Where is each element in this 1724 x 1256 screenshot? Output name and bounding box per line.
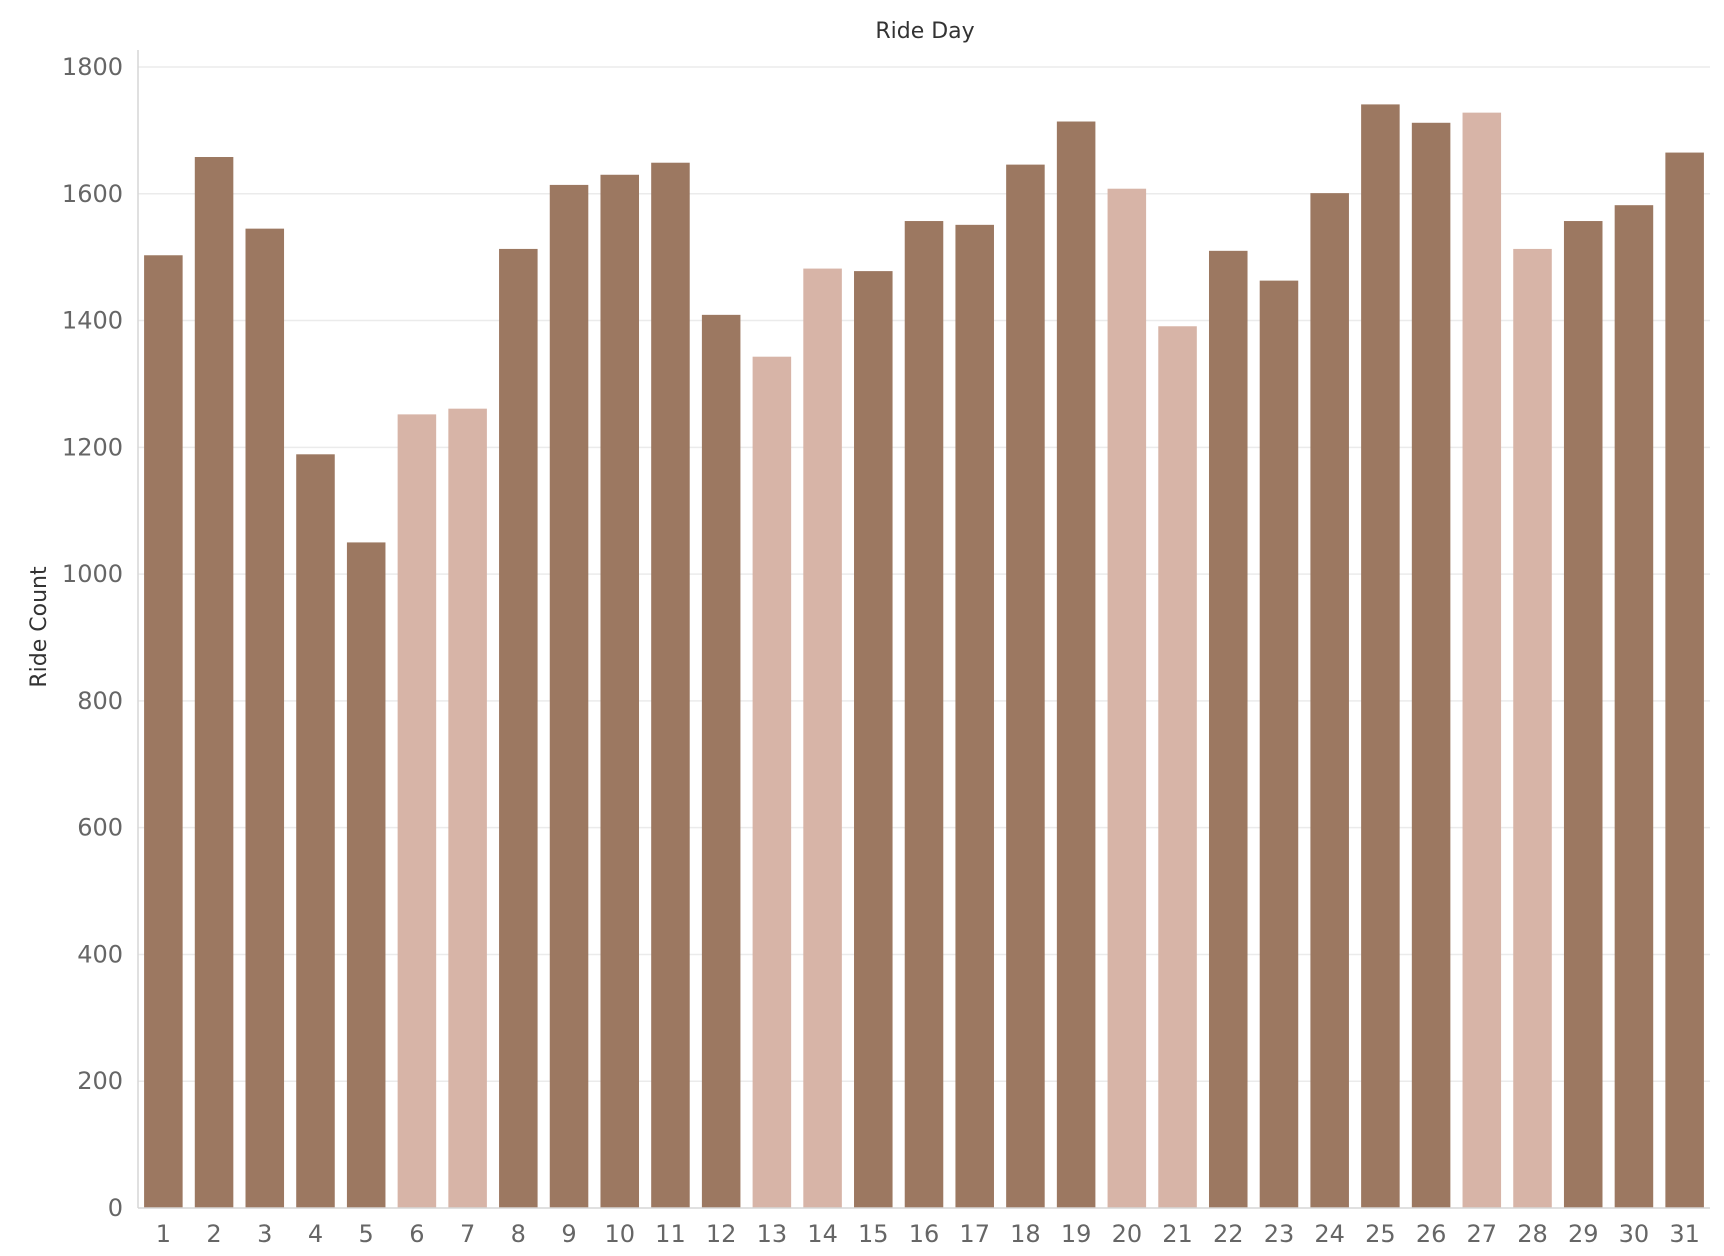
x-tick-label: 6 (409, 1220, 424, 1248)
x-tick-label: 5 (359, 1220, 374, 1248)
bar-day-24 (1310, 193, 1349, 1208)
y-tick-label: 1800 (62, 53, 123, 81)
x-tick-label: 12 (706, 1220, 737, 1248)
bar-day-11 (651, 162, 690, 1208)
x-tick-label: 27 (1467, 1220, 1498, 1248)
bar-day-12 (701, 314, 741, 1208)
x-tick-label: 23 (1264, 1220, 1295, 1248)
bar-day-10 (600, 174, 640, 1208)
x-tick-label: 30 (1619, 1220, 1650, 1248)
bar-day-27 (1462, 112, 1502, 1208)
bar-day-16 (904, 221, 944, 1208)
y-tick-label: 0 (108, 1194, 123, 1222)
y-tick-label: 1200 (62, 433, 123, 461)
x-tick-label: 22 (1213, 1220, 1244, 1248)
bar-day-2 (194, 157, 234, 1209)
bar-day-9 (549, 184, 589, 1209)
x-tick-label: 25 (1365, 1220, 1396, 1248)
bar-day-7 (448, 408, 487, 1208)
x-tick-label: 20 (1112, 1220, 1143, 1248)
x-tick-label: 4 (308, 1220, 323, 1248)
bar-day-3 (245, 228, 285, 1208)
bar-day-31 (1665, 152, 1704, 1209)
bar-day-14 (803, 268, 842, 1208)
x-tick-label: 16 (909, 1220, 940, 1248)
x-tick-label: 19 (1061, 1220, 1092, 1248)
chart-title: Ride Day (875, 19, 974, 44)
x-tick-label: 26 (1416, 1220, 1447, 1248)
x-tick-label: 15 (858, 1220, 889, 1248)
bar-day-18 (1006, 164, 1045, 1208)
y-tick-label: 1000 (62, 560, 123, 588)
bar-day-4 (296, 454, 335, 1208)
bar-day-28 (1513, 248, 1552, 1208)
y-tick-label: 600 (77, 814, 123, 842)
x-tick-label: 9 (561, 1220, 576, 1248)
x-tick-label: 17 (959, 1220, 990, 1248)
bar-day-17 (955, 224, 994, 1209)
y-tick-label: 200 (77, 1067, 123, 1095)
bar-day-21 (1158, 326, 1197, 1208)
y-axis-label: Ride Count (27, 566, 52, 688)
y-tick-label: 1600 (62, 180, 123, 208)
bar-day-30 (1614, 205, 1654, 1209)
x-tick-label: 21 (1162, 1220, 1193, 1248)
y-tick-label: 1400 (62, 307, 123, 335)
y-tick-label: 800 (77, 687, 123, 715)
x-tick-label: 1 (156, 1220, 171, 1248)
bar-day-19 (1056, 121, 1096, 1209)
bar-day-25 (1361, 104, 1400, 1209)
bar-day-29 (1563, 221, 1603, 1208)
x-tick-label: 10 (604, 1220, 635, 1248)
bar-day-6 (397, 414, 437, 1209)
bar-day-22 (1208, 250, 1248, 1209)
x-tick-label: 2 (206, 1220, 221, 1248)
bar-day-26 (1411, 122, 1451, 1208)
bar-day-23 (1259, 280, 1299, 1208)
bar-day-13 (752, 356, 792, 1208)
bars (144, 104, 1704, 1209)
x-tick-label: 8 (511, 1220, 526, 1248)
bar-day-1 (144, 255, 183, 1208)
bar-day-5 (346, 542, 386, 1208)
y-axis-ticks: 0 200 400 600 800 1000 1200 1400 1600 1800 (62, 53, 123, 1222)
x-tick-label: 28 (1517, 1220, 1548, 1248)
x-tick-label: 31 (1669, 1220, 1700, 1248)
x-tick-label: 13 (757, 1220, 788, 1248)
x-tick-label: 7 (460, 1220, 475, 1248)
x-tick-label: 18 (1010, 1220, 1041, 1248)
x-axis-ticks: 1 2 3 4 5 6 7 8 9 10 11 12 13 14 15 16 17 18 19 20 21 22 23 24 2… (156, 1220, 1700, 1248)
bar-day-20 (1107, 188, 1147, 1208)
y-tick-label: 400 (77, 940, 123, 968)
bar-day-15 (854, 271, 893, 1209)
bar-day-8 (499, 248, 538, 1208)
x-tick-label: 14 (807, 1220, 838, 1248)
x-tick-label: 24 (1314, 1220, 1345, 1248)
x-tick-label: 11 (655, 1220, 686, 1248)
x-tick-label: 29 (1568, 1220, 1599, 1248)
x-tick-label: 3 (257, 1220, 272, 1248)
